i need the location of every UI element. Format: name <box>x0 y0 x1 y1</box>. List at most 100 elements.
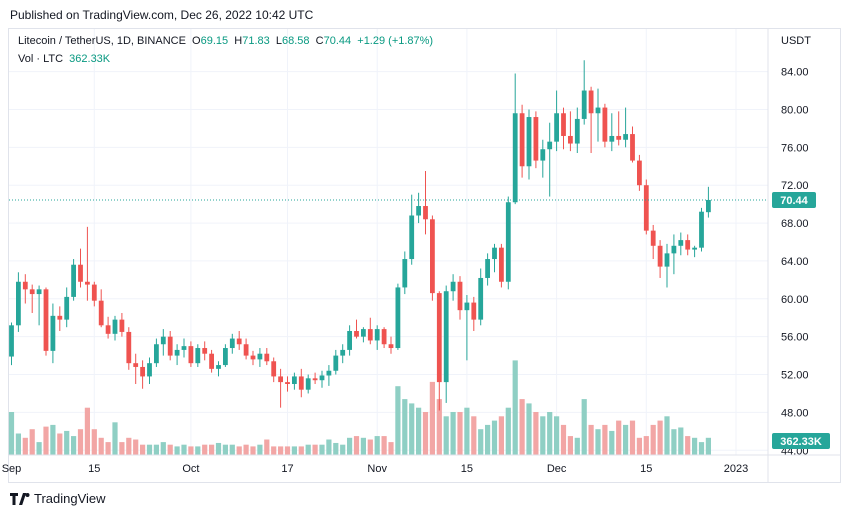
candle-body <box>361 329 366 337</box>
candle-body <box>347 330 352 350</box>
candle <box>78 248 83 288</box>
candle-body <box>236 338 242 345</box>
change-value: +1.29 (+1.87%) <box>357 35 434 47</box>
volume-bar <box>333 442 339 455</box>
axis-badges: 70.44 362.33K <box>772 191 830 449</box>
volume-bar <box>643 436 649 455</box>
candle-body <box>16 281 21 326</box>
candle <box>568 111 573 152</box>
volume-bar <box>271 446 277 455</box>
candle-body <box>671 245 677 254</box>
volume-bar <box>71 436 77 455</box>
candle <box>505 196 511 290</box>
volume-bar <box>623 424 629 455</box>
volume-bar <box>636 437 642 455</box>
volume-bar <box>202 444 208 455</box>
candle-body <box>188 346 194 364</box>
volume-bar <box>112 422 118 455</box>
candle-body <box>140 366 145 377</box>
volume-bar <box>588 424 594 455</box>
candle <box>443 285 449 403</box>
y-tick-label: 64.00 <box>781 256 809 268</box>
volume-bar <box>450 412 456 455</box>
candle-body <box>160 336 166 345</box>
volume-bar <box>181 444 187 455</box>
volume-bar <box>15 433 21 455</box>
candle <box>271 357 277 383</box>
candle <box>367 317 373 345</box>
x-tick-label: Sep <box>2 463 22 475</box>
candle-body <box>499 247 504 282</box>
candle <box>85 226 90 301</box>
volume-bar <box>222 444 228 455</box>
candle-body <box>126 331 132 364</box>
low-label: L <box>275 35 282 47</box>
candle <box>374 325 380 350</box>
candle-body <box>416 206 421 216</box>
volume-bar <box>98 437 104 455</box>
volume-bar <box>105 442 111 455</box>
volume-bar <box>429 381 435 455</box>
volume-bar <box>305 444 311 455</box>
candle-body <box>637 160 642 186</box>
candle-body <box>471 302 477 320</box>
candle-body <box>643 185 649 231</box>
candle-body <box>243 344 249 356</box>
volume-bar <box>540 416 546 455</box>
candle-body <box>402 259 408 288</box>
last-price-badge <box>772 191 816 208</box>
x-tick-label: 15 <box>88 463 100 475</box>
high-value: 71.83 <box>242 35 270 47</box>
candle-body <box>57 315 63 320</box>
candle-body <box>278 376 283 383</box>
candle <box>650 224 656 260</box>
volume-bar <box>692 437 698 455</box>
candle-body <box>678 240 684 246</box>
x-axis: Sep 15 Oct 17 Nov 15 Dec 15 2023 <box>2 454 841 475</box>
candle-body <box>292 376 297 384</box>
candle-body <box>174 349 180 356</box>
volume-bar <box>160 442 166 455</box>
candle-body <box>492 247 497 260</box>
candle <box>533 111 539 169</box>
candle <box>126 327 132 370</box>
volume-bar <box>664 416 670 455</box>
candle <box>119 313 125 337</box>
x-tick-label: 17 <box>281 463 293 475</box>
candle <box>340 344 346 364</box>
volume-bar <box>678 427 684 455</box>
candle-body <box>568 135 573 144</box>
candle-body <box>485 259 490 278</box>
candle-body <box>112 319 118 334</box>
candle <box>643 179 649 235</box>
candle-body <box>250 355 256 360</box>
volume-bar <box>36 442 42 455</box>
volume-bar <box>581 399 587 455</box>
candle <box>140 360 145 389</box>
volume-bar <box>602 424 608 455</box>
candle-body <box>154 344 159 364</box>
chart-frame <box>8 28 841 483</box>
volume-bar <box>291 446 297 455</box>
volume-bar <box>478 429 484 455</box>
candle-body <box>692 247 697 250</box>
x-tick-label: Dec <box>547 463 567 475</box>
candle-body <box>340 349 346 356</box>
volume-bar <box>353 436 360 455</box>
candle-body <box>271 361 277 377</box>
volume-bar <box>347 437 353 455</box>
open-value: 69.15 <box>200 35 229 47</box>
volume-bar <box>126 437 132 455</box>
ohlc-legend: Litecoin / TetherUS, 1D, BINANCE O69.15 … <box>18 35 433 47</box>
candle <box>229 333 235 354</box>
volume-bar <box>381 436 387 455</box>
volume-bar <box>485 424 491 455</box>
candle <box>64 287 70 328</box>
volume-bar <box>505 407 511 455</box>
candle-body <box>264 353 270 362</box>
volume-bar <box>22 437 28 455</box>
candle-body <box>457 281 463 311</box>
candle-body <box>595 107 601 114</box>
candle <box>402 251 408 295</box>
